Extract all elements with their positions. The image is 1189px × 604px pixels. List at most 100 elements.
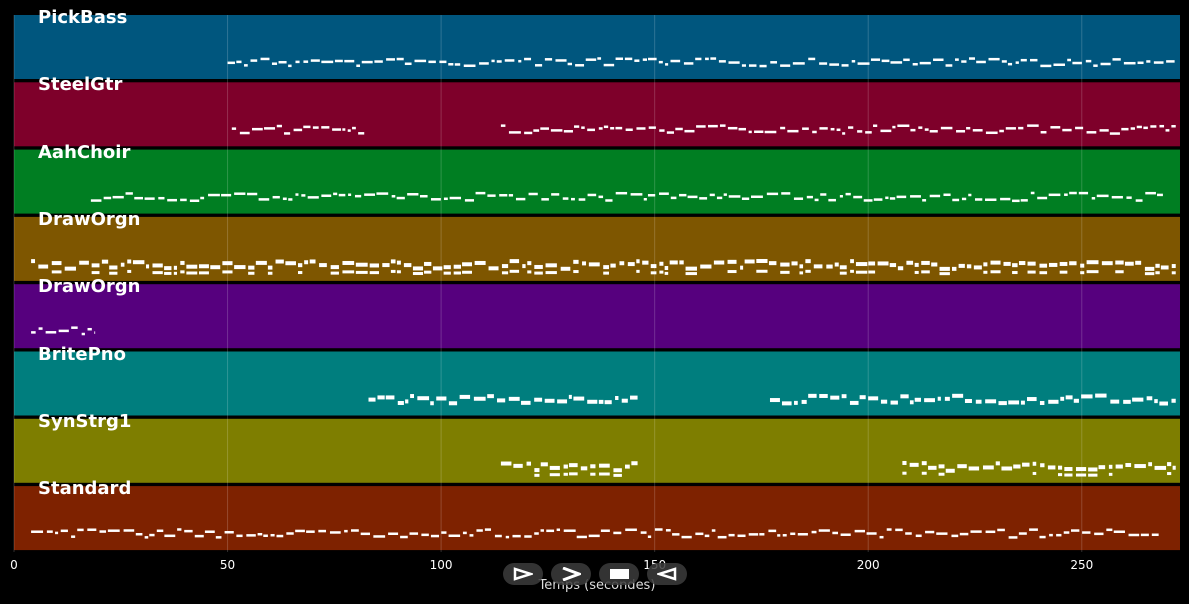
note	[744, 259, 755, 264]
note	[295, 193, 299, 196]
note	[664, 266, 669, 271]
note	[534, 271, 543, 275]
note	[1165, 129, 1170, 132]
note	[640, 531, 647, 534]
note	[890, 61, 903, 64]
note	[1027, 261, 1036, 266]
note	[31, 259, 36, 264]
note	[369, 271, 379, 275]
note	[407, 193, 419, 196]
note	[476, 529, 483, 532]
note	[630, 395, 638, 400]
note	[167, 198, 177, 202]
note	[334, 59, 343, 63]
note	[842, 132, 846, 135]
note	[944, 396, 950, 401]
note	[870, 58, 881, 61]
note	[419, 194, 428, 198]
forward-button[interactable]	[551, 563, 591, 585]
note	[1003, 261, 1011, 266]
note	[1047, 465, 1056, 470]
note	[576, 535, 587, 539]
track-band	[14, 486, 1180, 551]
note	[248, 271, 255, 275]
note	[1015, 61, 1019, 64]
note	[587, 193, 597, 197]
note	[643, 198, 647, 201]
note	[246, 534, 256, 537]
note	[344, 59, 355, 63]
play-icon	[513, 567, 533, 581]
note	[319, 263, 327, 268]
note	[540, 462, 548, 467]
track-band	[14, 82, 1180, 147]
note	[805, 259, 811, 264]
note	[1048, 262, 1058, 267]
note	[914, 270, 919, 274]
note	[515, 197, 526, 201]
note	[1153, 61, 1164, 64]
note	[374, 60, 383, 63]
note	[51, 261, 62, 266]
note	[247, 192, 258, 196]
note	[208, 193, 220, 197]
note	[966, 126, 971, 130]
note	[103, 196, 112, 200]
note	[330, 265, 339, 270]
note	[826, 264, 833, 269]
note	[829, 63, 840, 66]
note	[400, 535, 408, 539]
note	[1115, 260, 1124, 265]
note	[910, 128, 916, 132]
note	[123, 529, 135, 532]
note	[879, 535, 884, 539]
note	[533, 129, 540, 132]
note	[813, 264, 823, 269]
note	[925, 530, 935, 534]
note	[293, 128, 303, 132]
note	[805, 269, 811, 273]
note	[598, 127, 603, 130]
play-button[interactable]	[503, 563, 543, 585]
note	[1106, 528, 1113, 532]
note	[738, 127, 746, 131]
note	[919, 61, 931, 65]
note	[396, 270, 401, 274]
note	[1115, 464, 1123, 469]
note	[286, 532, 294, 535]
note	[285, 261, 296, 266]
note	[499, 194, 508, 197]
note	[51, 270, 62, 274]
track-notes	[368, 393, 1176, 406]
note	[443, 197, 448, 201]
note	[244, 64, 248, 67]
note	[1064, 473, 1073, 477]
note	[642, 260, 649, 265]
note	[672, 533, 680, 536]
note	[549, 473, 560, 477]
x-tick-label: 0	[10, 558, 18, 572]
note	[866, 532, 877, 535]
note	[436, 396, 447, 401]
note	[164, 271, 172, 275]
note	[270, 533, 275, 537]
note	[1000, 197, 1011, 201]
note	[1069, 191, 1077, 195]
note	[557, 399, 568, 404]
note	[473, 396, 486, 401]
note	[344, 529, 348, 533]
rewind-button[interactable]	[647, 563, 687, 585]
note	[376, 192, 389, 195]
note	[1040, 131, 1047, 134]
note	[727, 126, 738, 130]
note	[1094, 532, 1104, 536]
note	[1136, 125, 1142, 129]
note	[615, 396, 619, 400]
stop-button[interactable]	[599, 563, 639, 585]
note	[1063, 531, 1070, 534]
note	[705, 57, 709, 61]
note	[71, 535, 76, 538]
note	[679, 260, 684, 265]
note	[868, 396, 879, 401]
note	[1027, 397, 1037, 402]
